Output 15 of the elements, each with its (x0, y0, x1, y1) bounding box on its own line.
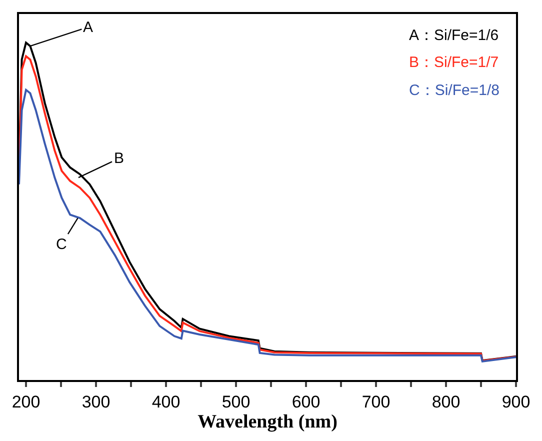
x-tick-label: 400 (152, 392, 180, 412)
x-tick-label: 700 (362, 392, 390, 412)
x-tick-label: 800 (432, 392, 460, 412)
x-tick-label: 300 (82, 392, 110, 412)
x-tick-label: 200 (12, 392, 40, 412)
annotation: B (114, 150, 124, 167)
annotation: C (56, 236, 67, 253)
text: B：Si/Fe=1/7 (409, 54, 499, 71)
x-tick-label: 900 (502, 392, 530, 412)
x-axis-title: Wavelength (nm) (198, 412, 338, 433)
x-tick-label: 600 (292, 392, 320, 412)
x-tick-label: 500 (222, 392, 250, 412)
text: A：Si/Fe=1/6 (409, 27, 499, 44)
text: C：Si/Fe=1/8 (409, 82, 500, 99)
annotation: A (83, 19, 94, 36)
